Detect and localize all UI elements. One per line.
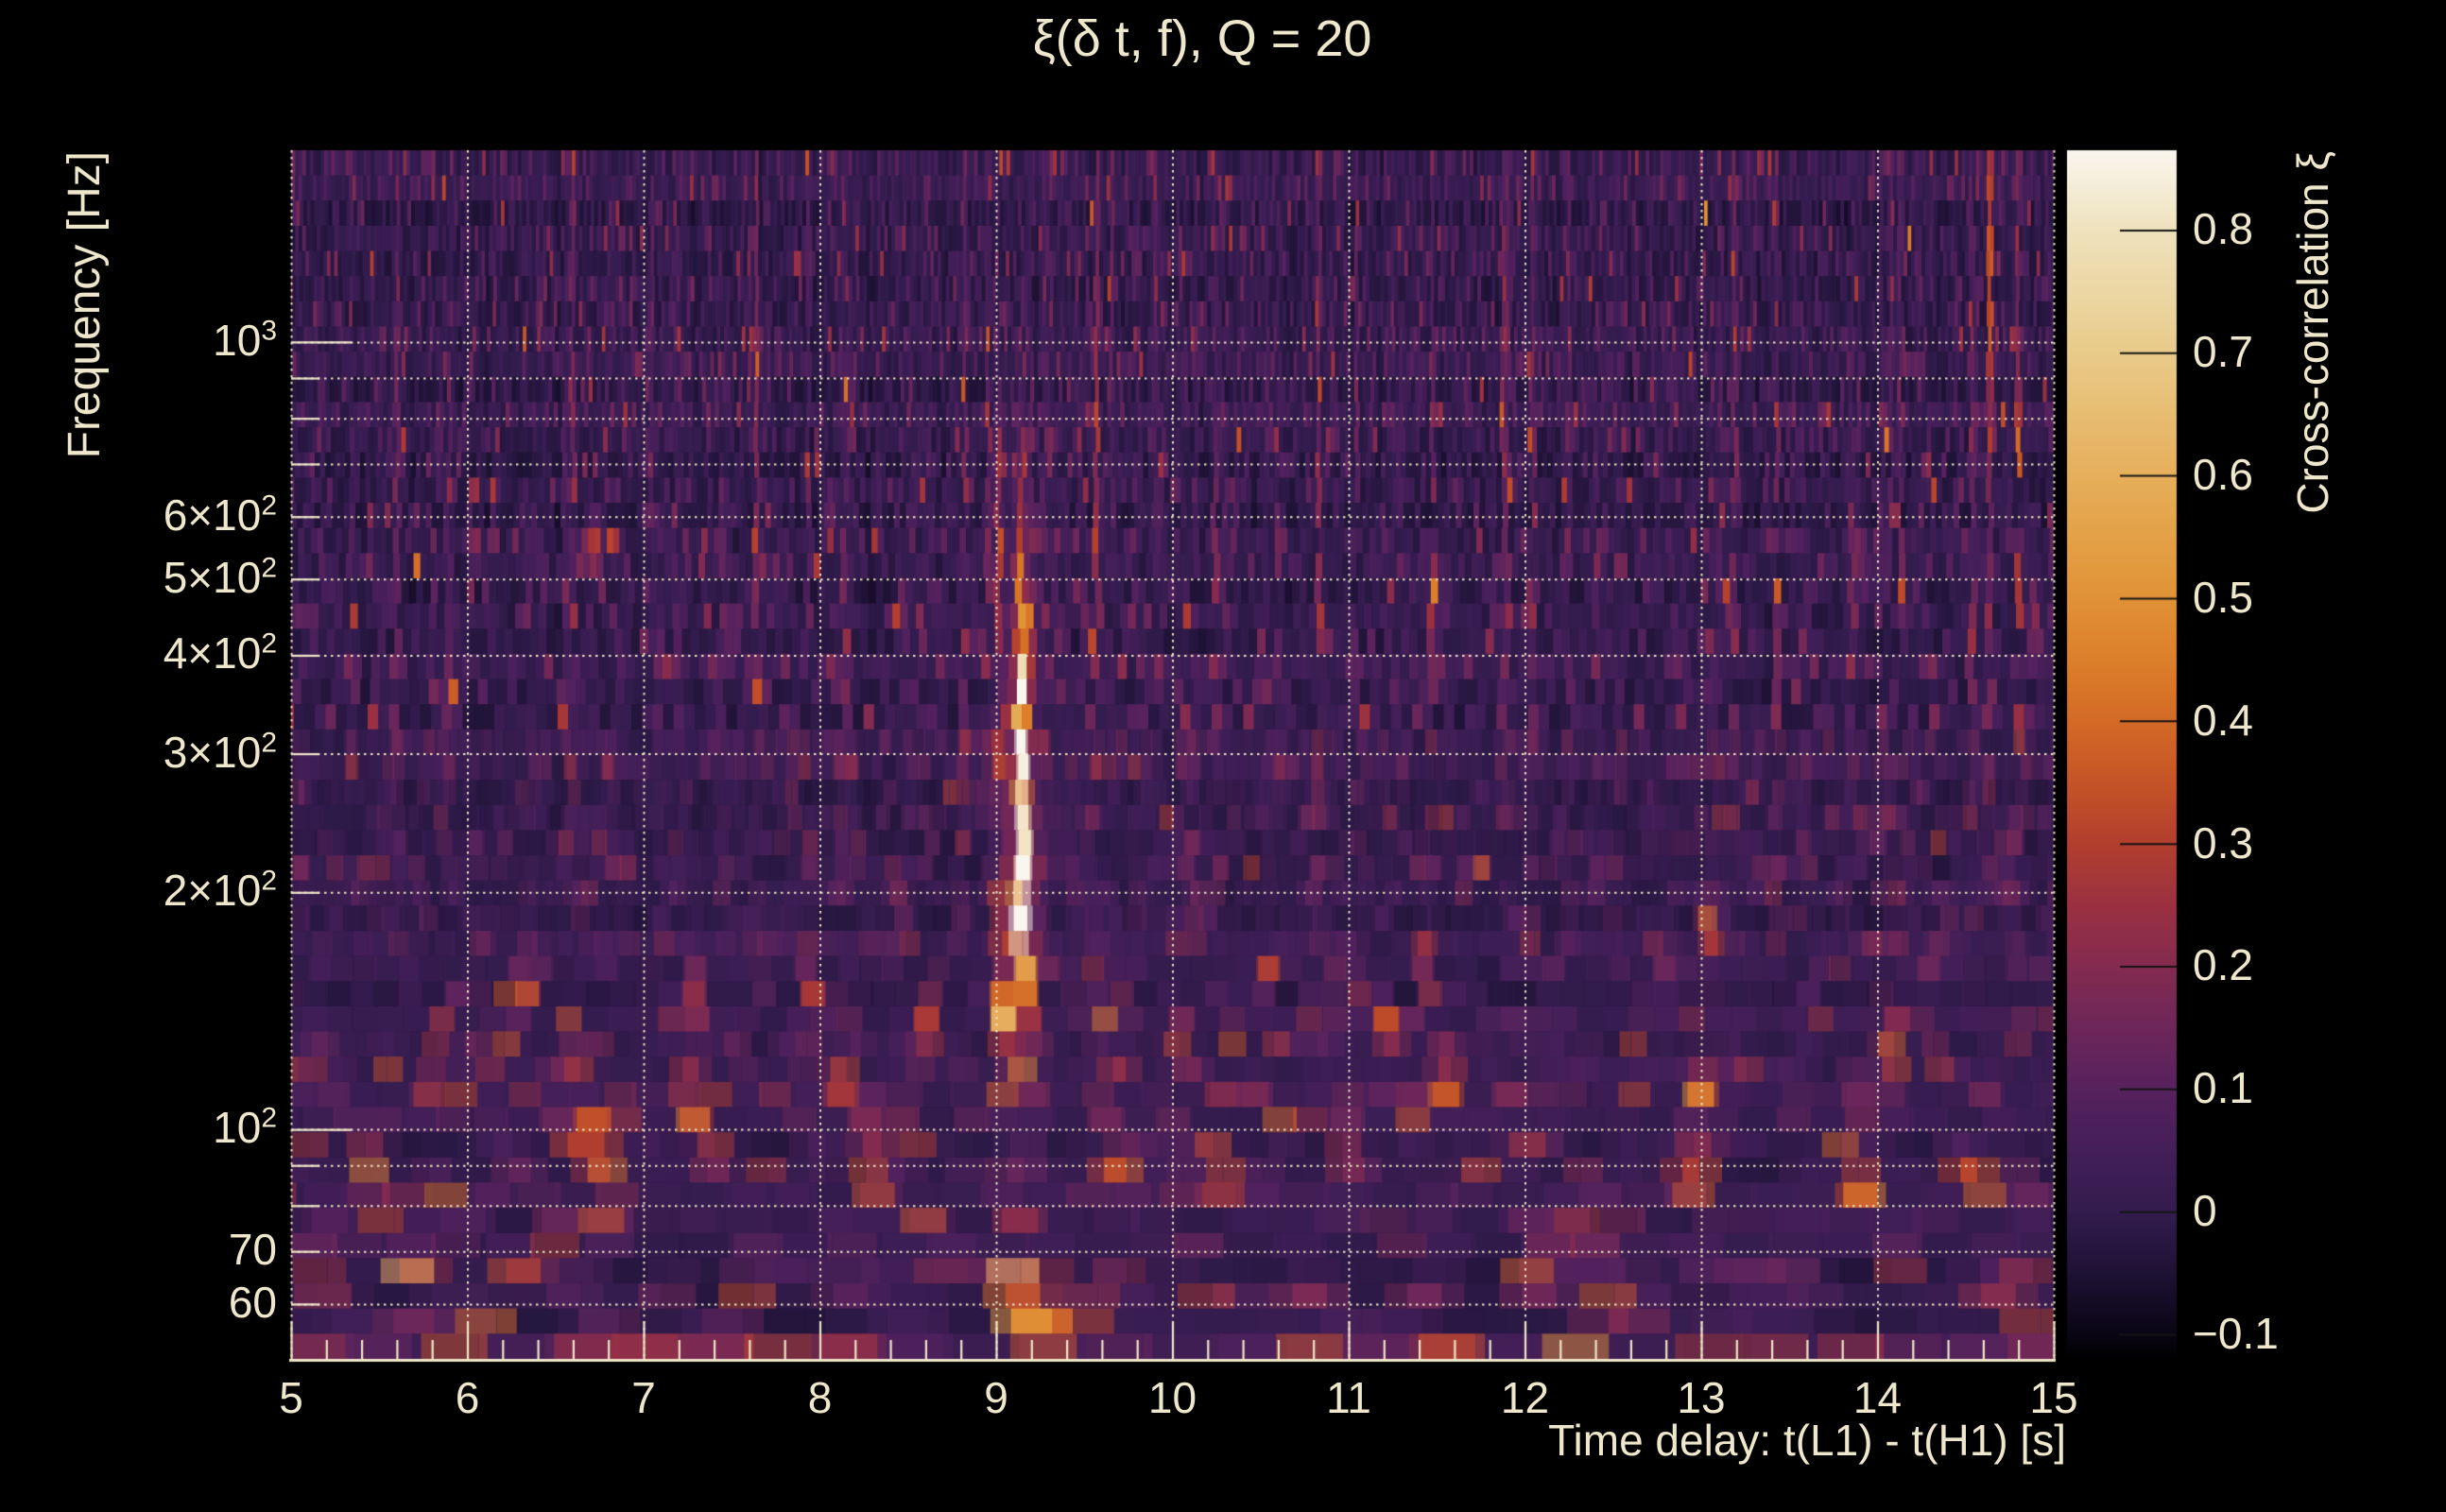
x-tick-label: 5: [279, 1373, 303, 1422]
x-tick-label: 15: [2029, 1373, 2078, 1422]
x-tick-label: 10: [1147, 1373, 1197, 1422]
x-tick-label: 9: [984, 1373, 1008, 1422]
y-tick-label: 103: [213, 315, 277, 365]
y-tick-label: 5×102: [163, 552, 277, 602]
colorbar-tick-label: 0.8: [2193, 204, 2253, 254]
y-tick-label: 2×102: [163, 865, 277, 916]
x-axis-title: Time delay: t(L1) - t(H1) [s]: [1548, 1416, 2066, 1465]
y-tick-label: 4×102: [163, 627, 277, 679]
colorbar-tick-label: 0.2: [2193, 940, 2253, 990]
x-tick-label: 6: [455, 1373, 480, 1422]
colorbar-title: Cross-correlation ξ: [2288, 151, 2337, 514]
colorbar-tick-label: 0.6: [2193, 450, 2253, 500]
y-tick-label: 60: [228, 1277, 277, 1327]
plot-title: ξ(δ t, f), Q = 20: [1032, 10, 1372, 67]
colorbar-tick-label: 0.7: [2193, 327, 2253, 377]
colorbar-tick-label: 0: [2193, 1186, 2217, 1236]
y-axis-title: Frequency [Hz]: [60, 151, 110, 459]
colorbar-tick-label: 0.5: [2193, 572, 2253, 622]
colorbar-tick-label: 0.1: [2193, 1063, 2253, 1113]
y-tick-label: 6×102: [163, 490, 277, 540]
colorbar-tick-label: 0.4: [2193, 695, 2253, 745]
x-tick-label: 13: [1677, 1373, 1726, 1422]
y-tick-label: 102: [213, 1102, 277, 1152]
x-tick-label: 7: [631, 1373, 656, 1422]
y-tick-label: 70: [228, 1224, 277, 1274]
x-tick-label: 12: [1500, 1373, 1550, 1422]
x-tick-label: 8: [807, 1373, 833, 1422]
colorbar-tick-label: 0.3: [2193, 817, 2253, 868]
x-tick-label: 11: [1326, 1373, 1371, 1422]
colorbar-tick-label: −0.1: [2193, 1308, 2279, 1358]
y-tick-label: 3×102: [163, 727, 277, 777]
x-tick-label: 14: [1852, 1373, 1903, 1422]
